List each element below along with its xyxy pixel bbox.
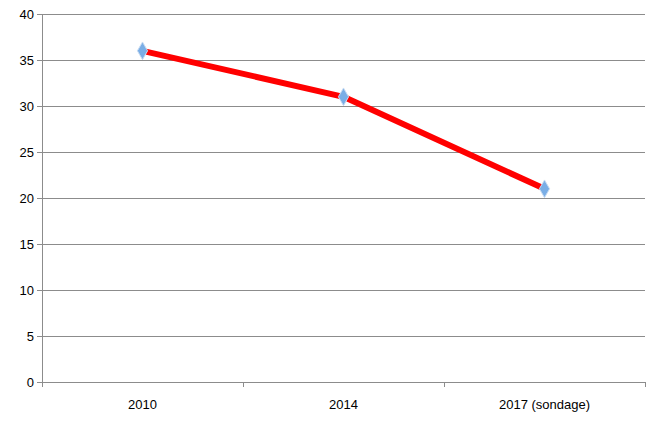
marks bbox=[137, 42, 549, 198]
y-tick-mark bbox=[37, 14, 42, 15]
category-separator bbox=[444, 382, 445, 387]
y-tick: 30 bbox=[20, 99, 42, 114]
category-separator bbox=[243, 382, 244, 387]
y-tick: 20 bbox=[20, 191, 42, 206]
y-tick: 35 bbox=[20, 53, 42, 68]
line bbox=[143, 51, 545, 189]
category-separator bbox=[42, 382, 43, 387]
grid-line bbox=[42, 198, 645, 199]
y-tick: 40 bbox=[20, 7, 42, 22]
marker bbox=[338, 88, 348, 106]
category-separators bbox=[42, 382, 645, 387]
y-tick-mark bbox=[37, 152, 42, 153]
y-tick-mark bbox=[37, 382, 42, 383]
y-tick-label: 10 bbox=[20, 283, 34, 298]
grid-line bbox=[42, 290, 645, 291]
x-tick: 2014 bbox=[329, 382, 358, 412]
plot: 0 5 10 15 20 25 30 35 40 2010 2014 2017 (sondage) bbox=[20, 7, 646, 413]
y-tick-label: 5 bbox=[27, 329, 34, 344]
y-tick-label: 0 bbox=[27, 375, 34, 390]
marker bbox=[137, 42, 147, 60]
grid-line bbox=[42, 382, 645, 383]
x-axis: 2010 2014 2017 (sondage) bbox=[42, 382, 646, 412]
grid-line bbox=[42, 244, 645, 245]
y-tick-mark bbox=[37, 244, 42, 245]
grid bbox=[42, 14, 645, 382]
y-tick-label: 20 bbox=[20, 191, 34, 206]
y-tick: 10 bbox=[20, 283, 42, 298]
y-tick-mark bbox=[37, 198, 42, 199]
y-tick-mark bbox=[37, 106, 42, 107]
x-tick: 2017 (sondage) bbox=[499, 382, 590, 412]
x-tick-label: 2014 bbox=[329, 397, 358, 412]
x-tick-label: 2017 (sondage) bbox=[499, 397, 590, 412]
y-tick-label: 30 bbox=[20, 99, 34, 114]
chart: 0 5 10 15 20 25 30 35 40 2010 2014 2017 (sondage) bbox=[0, 0, 659, 429]
grid-line bbox=[42, 14, 645, 15]
y-tick-label: 40 bbox=[20, 7, 34, 22]
y-tick-label: 15 bbox=[20, 237, 34, 252]
marker bbox=[539, 180, 549, 198]
y-tick-mark bbox=[37, 336, 42, 337]
y-tick: 5 bbox=[27, 329, 42, 344]
y-axis-line bbox=[42, 15, 43, 383]
y-tick: 25 bbox=[20, 145, 42, 160]
grid-line bbox=[42, 336, 645, 337]
y-tick-label: 35 bbox=[20, 53, 34, 68]
y-tick-mark bbox=[37, 60, 42, 61]
category-separator bbox=[645, 382, 646, 387]
grid-line bbox=[42, 60, 645, 61]
x-axis-line bbox=[43, 382, 646, 383]
y-axis: 0 5 10 15 20 25 30 35 40 bbox=[20, 7, 43, 390]
markers bbox=[137, 42, 549, 198]
y-tick-mark bbox=[37, 290, 42, 291]
y-tick: 15 bbox=[20, 237, 42, 252]
y-tick: 0 bbox=[27, 375, 42, 390]
x-tick-label: 2010 bbox=[128, 397, 157, 412]
grid-line bbox=[42, 152, 645, 153]
x-tick: 2010 bbox=[128, 382, 157, 412]
y-tick-label: 25 bbox=[20, 145, 34, 160]
